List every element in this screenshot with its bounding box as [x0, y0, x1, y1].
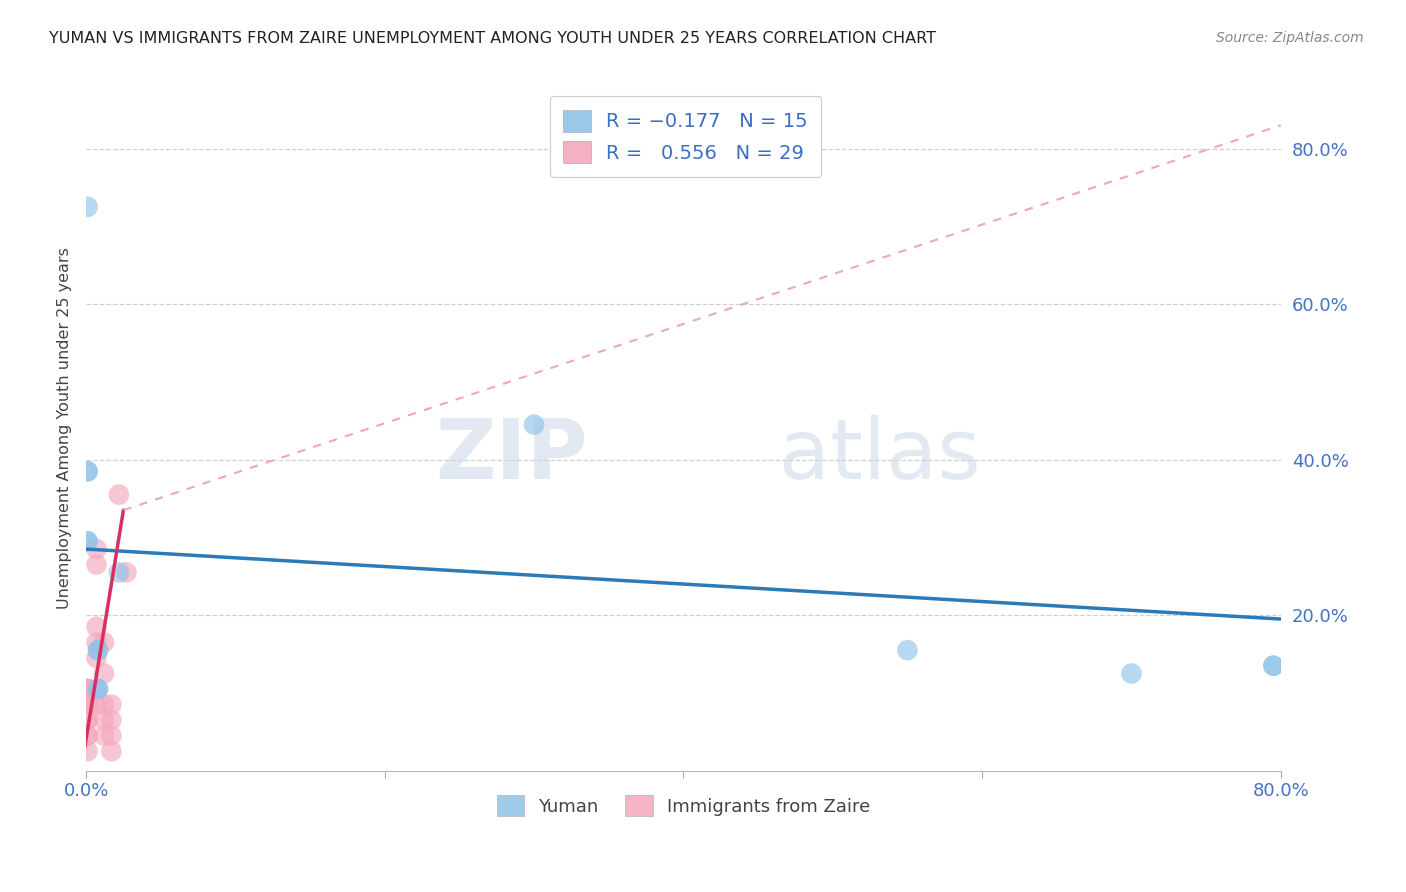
Point [86, 558, 108, 572]
Y-axis label: Unemployment Among Youth under 25 years: Unemployment Among Youth under 25 years [58, 248, 72, 609]
Text: ZIP: ZIP [436, 416, 588, 497]
Point [93, 666, 115, 681]
Point [100, 744, 122, 758]
Point [1263, 658, 1285, 673]
Point [1263, 658, 1285, 673]
Point [76, 713, 98, 727]
Point [76, 713, 98, 727]
Point [76, 681, 98, 696]
Point [100, 729, 122, 743]
Point [86, 681, 108, 696]
Point [76, 698, 98, 712]
Point [93, 635, 115, 649]
Point [100, 713, 122, 727]
Point [1121, 666, 1143, 681]
Point [76, 464, 98, 478]
Point [76, 200, 98, 214]
Point [76, 729, 98, 743]
Point [86, 635, 108, 649]
Point [523, 417, 546, 432]
Point [87, 681, 110, 696]
Point [76, 681, 98, 696]
Point [93, 713, 115, 727]
Point [87, 681, 110, 696]
Text: atlas: atlas [779, 416, 981, 497]
Point [76, 534, 98, 549]
Point [76, 681, 98, 696]
Point [86, 620, 108, 634]
Point [93, 729, 115, 743]
Point [76, 464, 98, 478]
Point [76, 698, 98, 712]
Point [86, 542, 108, 557]
Point [93, 698, 115, 712]
Point [76, 681, 98, 696]
Text: YUMAN VS IMMIGRANTS FROM ZAIRE UNEMPLOYMENT AMONG YOUTH UNDER 25 YEARS CORRELATI: YUMAN VS IMMIGRANTS FROM ZAIRE UNEMPLOYM… [49, 31, 936, 46]
Point [86, 698, 108, 712]
Point [100, 698, 122, 712]
Point [87, 643, 110, 657]
Point [76, 729, 98, 743]
Point [86, 651, 108, 665]
Point [87, 643, 110, 657]
Point [108, 566, 131, 580]
Legend: Yuman, Immigrants from Zaire: Yuman, Immigrants from Zaire [489, 788, 877, 823]
Point [115, 566, 138, 580]
Point [76, 534, 98, 549]
Point [108, 488, 131, 502]
Point [76, 744, 98, 758]
Point [896, 643, 918, 657]
Text: Source: ZipAtlas.com: Source: ZipAtlas.com [1216, 31, 1364, 45]
